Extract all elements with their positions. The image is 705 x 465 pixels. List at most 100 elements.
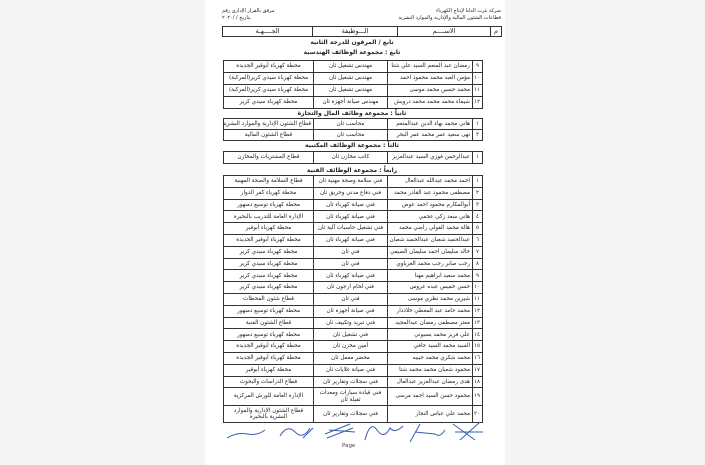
row-number: ١ [472, 118, 483, 130]
department: محطة كهرباء توسيع دمنهور [223, 198, 314, 212]
table-row: ١٤ علي فريز محمد بسيوني فني تشغيل ثان محطة … [223, 328, 483, 342]
row-number: ٩ [472, 60, 483, 73]
row-number: ٢ [472, 186, 483, 200]
department: قطاع الشئون الإدارية والموارد البشرية [223, 118, 314, 130]
employee-name: مصطفى محمود عبد القادر محمد [387, 186, 473, 200]
employee-name: رجب صابر رجب محمد الغرباوي [387, 257, 473, 271]
job-title: فني صيانة كهرباء ثان [313, 198, 388, 212]
job-title: محاسب ثان [313, 129, 388, 141]
signature-2 [279, 427, 314, 439]
job-title: فني صيانة غلايات ثان [313, 363, 388, 377]
row-number: ٥ [472, 222, 483, 235]
table-row: ١٢ محمد حامد عبد المعطي خلاذدار فني صيانة … [223, 304, 483, 318]
employee-name: محمد حسين محمد موسى [387, 84, 473, 97]
department: قطاع الشئون الفنية [223, 316, 314, 330]
table-row: ٥ هالة محمد الفولي راضي محمد فني تشغيل حاس… [223, 222, 483, 235]
job-title: فني قيادة سيارات ومعدات ثقيلة ثان [313, 387, 388, 406]
job-title: فني ثان [313, 257, 388, 271]
table-row: ١٠ مؤمن العبد محمد محمود احمد مهندس تشغيل … [223, 72, 483, 85]
row-number: ٤ [472, 210, 483, 224]
finance-title: ثانياً : مجموعة وظائف المال والتجارة [297, 110, 407, 117]
job-title: مهندس تشغيل ثان [313, 84, 388, 97]
department: محطة كهرباء سيدي كرير [223, 96, 314, 109]
job-title: فني دفاع مدني وحريق ثان [313, 186, 388, 200]
table-row: ١٨ هدى رمضان عبدالعزيز عبدالعال فني سجلات … [223, 375, 483, 389]
table-row: ٢٠ محمد علي عباس النجار فني سجلات وتقارير … [223, 404, 483, 424]
page-label: Page [342, 443, 356, 449]
department: محطة كهرباء سيدي كرير [223, 269, 314, 283]
row-number: ١١ [472, 84, 483, 97]
employee-name: محمد حامد عبد المعطي خلاذدار [387, 304, 473, 318]
department: محطة كهرباء أبوقير الجديدة [223, 233, 314, 247]
row-number: ١٤ [472, 328, 483, 342]
row-number: ١٧ [472, 363, 483, 377]
column-header: م الاســــم الـــوظيفة الجــــهـة [222, 26, 502, 37]
signature-6 [452, 421, 483, 441]
col-name: الاســــم [397, 26, 491, 37]
department: محطة كهرباء أبوقير الجديدة [223, 340, 314, 353]
row-number: ٧ [472, 245, 483, 259]
job-title: فني صيانة كهرباء ثان [313, 233, 388, 247]
table-row: ٦ عبدالحميد شعبان عبدالحميد شعبان فني صيان… [223, 233, 483, 247]
employee-name: شيماء محمد محمد محمد درويش [387, 96, 473, 109]
job-title: فني تشغيل حاسبات آلية ثان [313, 222, 388, 235]
table-row: ٢ مصطفى محمود عبد القادر محمد فني دفاع مدن… [223, 186, 483, 200]
employee-name: معتز مصطفى رمضان عبدالمجيد [387, 316, 473, 330]
department: محطة كهرباء أبوقير [223, 363, 314, 377]
job-title: كاتب مخازن ثان [313, 151, 388, 164]
company-name: شركة غرب الدلتا لإنتاج الكهرباء [435, 8, 501, 14]
employee-name: حسن خميس عبده عروس [387, 281, 473, 294]
employee-name: عبدالرحمن فوزي السيد عبدالعزيز [387, 151, 473, 164]
employee-name: خالد سليمان احمد سليمان الصيفي [387, 245, 473, 259]
employee-name: رمضان عبد المنعم السيد علي شتا [387, 60, 473, 73]
row-number: ٢ [472, 129, 483, 141]
row-number: ١٠ [472, 281, 483, 294]
row-number: ١٠ [472, 72, 483, 85]
department: قطاع الشئون المالية [223, 129, 314, 141]
signature-3 [324, 423, 356, 439]
employee-name: نهى سعيد عمر محمد عمر البحر [387, 129, 473, 141]
department: محطة كهرباء أبوقير الجديدة [223, 351, 314, 365]
job-title: فني سلامة وصحة مهنية ثان [313, 175, 388, 188]
signature-4 [364, 425, 404, 441]
employee-name: السيد محمد السيد حافي [387, 340, 473, 353]
table-row: ١٥ السيد محمد السيد حافي أمين مخزن ثان محطة… [223, 340, 483, 353]
job-title: مهندس تشغيل ثان [313, 60, 388, 73]
job-title: فني سجلات وتقارير ثان [313, 404, 388, 424]
col-dept: الجــــهـة [222, 26, 313, 37]
employee-name: علي فريز محمد بسيوني [387, 328, 473, 342]
table-row: ١١ محمد حسين محمد موسى مهندس تشغيل ثان محطة… [223, 84, 483, 97]
job-title: فني لحام ارجون ثان [313, 281, 388, 294]
col-num: م [490, 26, 502, 37]
clerical-title: ثالثاً : مجموعة الوظائف المكتبية [305, 142, 399, 149]
company-header: شركة غرب الدلتا لإنتاج الكهرباء قطاعات ا… [395, 8, 501, 21]
table-row: ١ احمد محمد عبدالله عبدالعال فني سلامة وصح… [223, 175, 483, 188]
department: قطاع شئون المحطات [223, 292, 314, 306]
department: محطة كهرباء أبوقير الجديدة [223, 60, 314, 73]
clerical-table: ١ عبدالرحمن فوزي السيد عبدالعزيز كاتب مخاز… [223, 151, 483, 164]
table-row: ١٧ محمود شعبان محمد محمد شتا فني صيانة غلا… [223, 363, 483, 377]
department: قطاع الدراسات والبحوث [223, 375, 314, 389]
row-number: ١ [472, 175, 483, 188]
department: محطة كهرباء سيدي كرير [223, 281, 314, 294]
row-number: ١٩ [472, 387, 483, 406]
department: قطاع السلامة والصحة المهنية [223, 175, 314, 188]
signatures [226, 421, 483, 443]
employee-name: احمد محمد عبدالله عبدالعال [387, 175, 473, 188]
table-row: ١٩ محمود حسن السيد احمد مرسى فني قيادة سيا… [223, 387, 483, 406]
job-title: فني ثان [313, 245, 388, 259]
employee-name: محمد علي عباس النجار [387, 404, 473, 424]
technical-table: ١ احمد محمد عبدالله عبدالعال فني سلامة وصح… [223, 175, 483, 424]
job-title: محاسب ثان [313, 118, 388, 130]
attachment-line: مرفق بالقرار الإداري رقم [222, 8, 275, 14]
job-title: فني سجلات وتقارير ثان [313, 375, 388, 389]
department: الإدارة العامة للتدريب بالبحيرة [223, 210, 314, 224]
department: الإدارة العامة للورش المركزية [223, 387, 314, 406]
employee-name: هدى رمضان عبدالعزيز عبدالعال [387, 375, 473, 389]
row-number: ١٨ [472, 375, 483, 389]
job-title: أمين مخزن ثان [313, 340, 388, 353]
finance-table: ١ هاني محمد بهاء الدين عبدالمنعم محاسب ثان… [223, 118, 483, 141]
job-title: فني صيانة كهرباء ثان [313, 269, 388, 283]
job-title: فني تشغيل ثان [313, 328, 388, 342]
job-title: محضر معمل ثان [313, 351, 388, 365]
